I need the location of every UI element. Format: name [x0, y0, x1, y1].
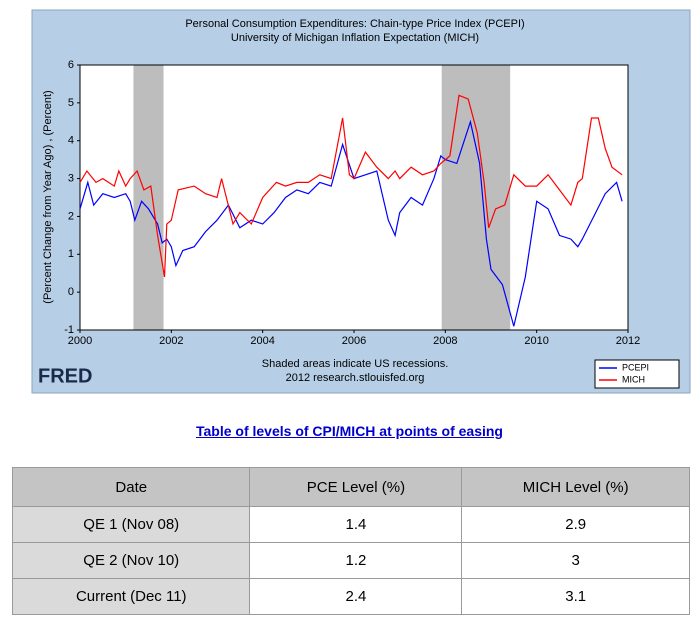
table-cell: 3 — [461, 542, 690, 579]
header-cell: Date — [11, 467, 251, 507]
x-tick-label: 2010 — [524, 335, 548, 347]
table-row: Current (Dec 11) 2.4 3.1 — [11, 578, 690, 615]
series-line — [79, 94, 623, 278]
table-body: QE 1 (Nov 08) 1.4 2.9 QE 2 (Nov 10) 1.2 3 Curr… — [11, 506, 690, 615]
plot-area — [80, 65, 628, 330]
y-tick-label: 0 — [68, 286, 74, 298]
legend-box — [594, 359, 680, 389]
chart-title: Personal Consumption Expenditures: Chain… — [185, 18, 524, 30]
recession — [133, 65, 164, 330]
y-tick-label: 6 — [68, 59, 74, 71]
table-cell: 2.4 — [249, 578, 463, 615]
header-cell: MICH Level (%) — [461, 467, 690, 507]
y-tick-label: 4 — [68, 135, 74, 147]
table-cell: 2.9 — [461, 506, 690, 543]
note: 2012 research.stlouisfed.org — [286, 372, 425, 384]
table-cell: QE 1 (Nov 08) — [11, 506, 251, 543]
series-line — [79, 119, 623, 327]
y-axis-label: (Percent Change from Year Ago) , (Percen… — [42, 90, 54, 303]
y-tick-label: 5 — [68, 97, 74, 109]
table-cell: QE 2 (Nov 10) — [11, 542, 251, 579]
chart: Personal Consumption Expenditures: Chain… — [31, 9, 691, 394]
y-tick-label: 2 — [68, 210, 74, 222]
y-tick-label: -1 — [64, 324, 74, 336]
table-cell: Current (Dec 11) — [11, 578, 251, 615]
x-tick-label: 2012 — [616, 335, 640, 347]
y-tick-label: 1 — [68, 248, 74, 260]
table-row: QE 1 (Nov 08) 1.4 2.9 — [11, 506, 690, 543]
recession — [441, 65, 511, 330]
plot-border — [79, 64, 629, 331]
table-cell: 1.4 — [249, 506, 463, 543]
header-row: Date PCE Level (%) MICH Level (%) — [11, 467, 690, 507]
header-cell: PCE Level (%) — [249, 467, 463, 507]
x-tick-label: 2004 — [250, 335, 274, 347]
x-tick-label: 2002 — [159, 335, 183, 347]
legend-label: MICH — [622, 374, 645, 384]
logo: FRED — [38, 365, 92, 387]
x-tick-label: 2000 — [68, 335, 92, 347]
chart-subtitle: University of Michigan Inflation Expecta… — [231, 32, 479, 44]
x-tick-label: 2008 — [433, 335, 457, 347]
table: Date PCE Level (%) MICH Level (%) QE 1 (Nov… — [11, 467, 690, 615]
table-row: QE 2 (Nov 10) 1.2 3 — [11, 542, 690, 579]
x-tick-label: 2006 — [342, 335, 366, 347]
link[interactable]: Table of levels of CPI/MICH at points of… — [195, 423, 503, 439]
legend-label: PCEPI — [622, 362, 649, 372]
plot: -1 0 1 2 3 4 5 6 2000 2002 2004 2006 2008 2010 2012 PCE… — [64, 59, 680, 389]
y-tick-label: 3 — [68, 172, 74, 184]
note: Shaded areas indicate US recessions. — [262, 358, 449, 370]
table-cell: 1.2 — [249, 542, 463, 579]
table-cell: 3.1 — [461, 578, 690, 615]
